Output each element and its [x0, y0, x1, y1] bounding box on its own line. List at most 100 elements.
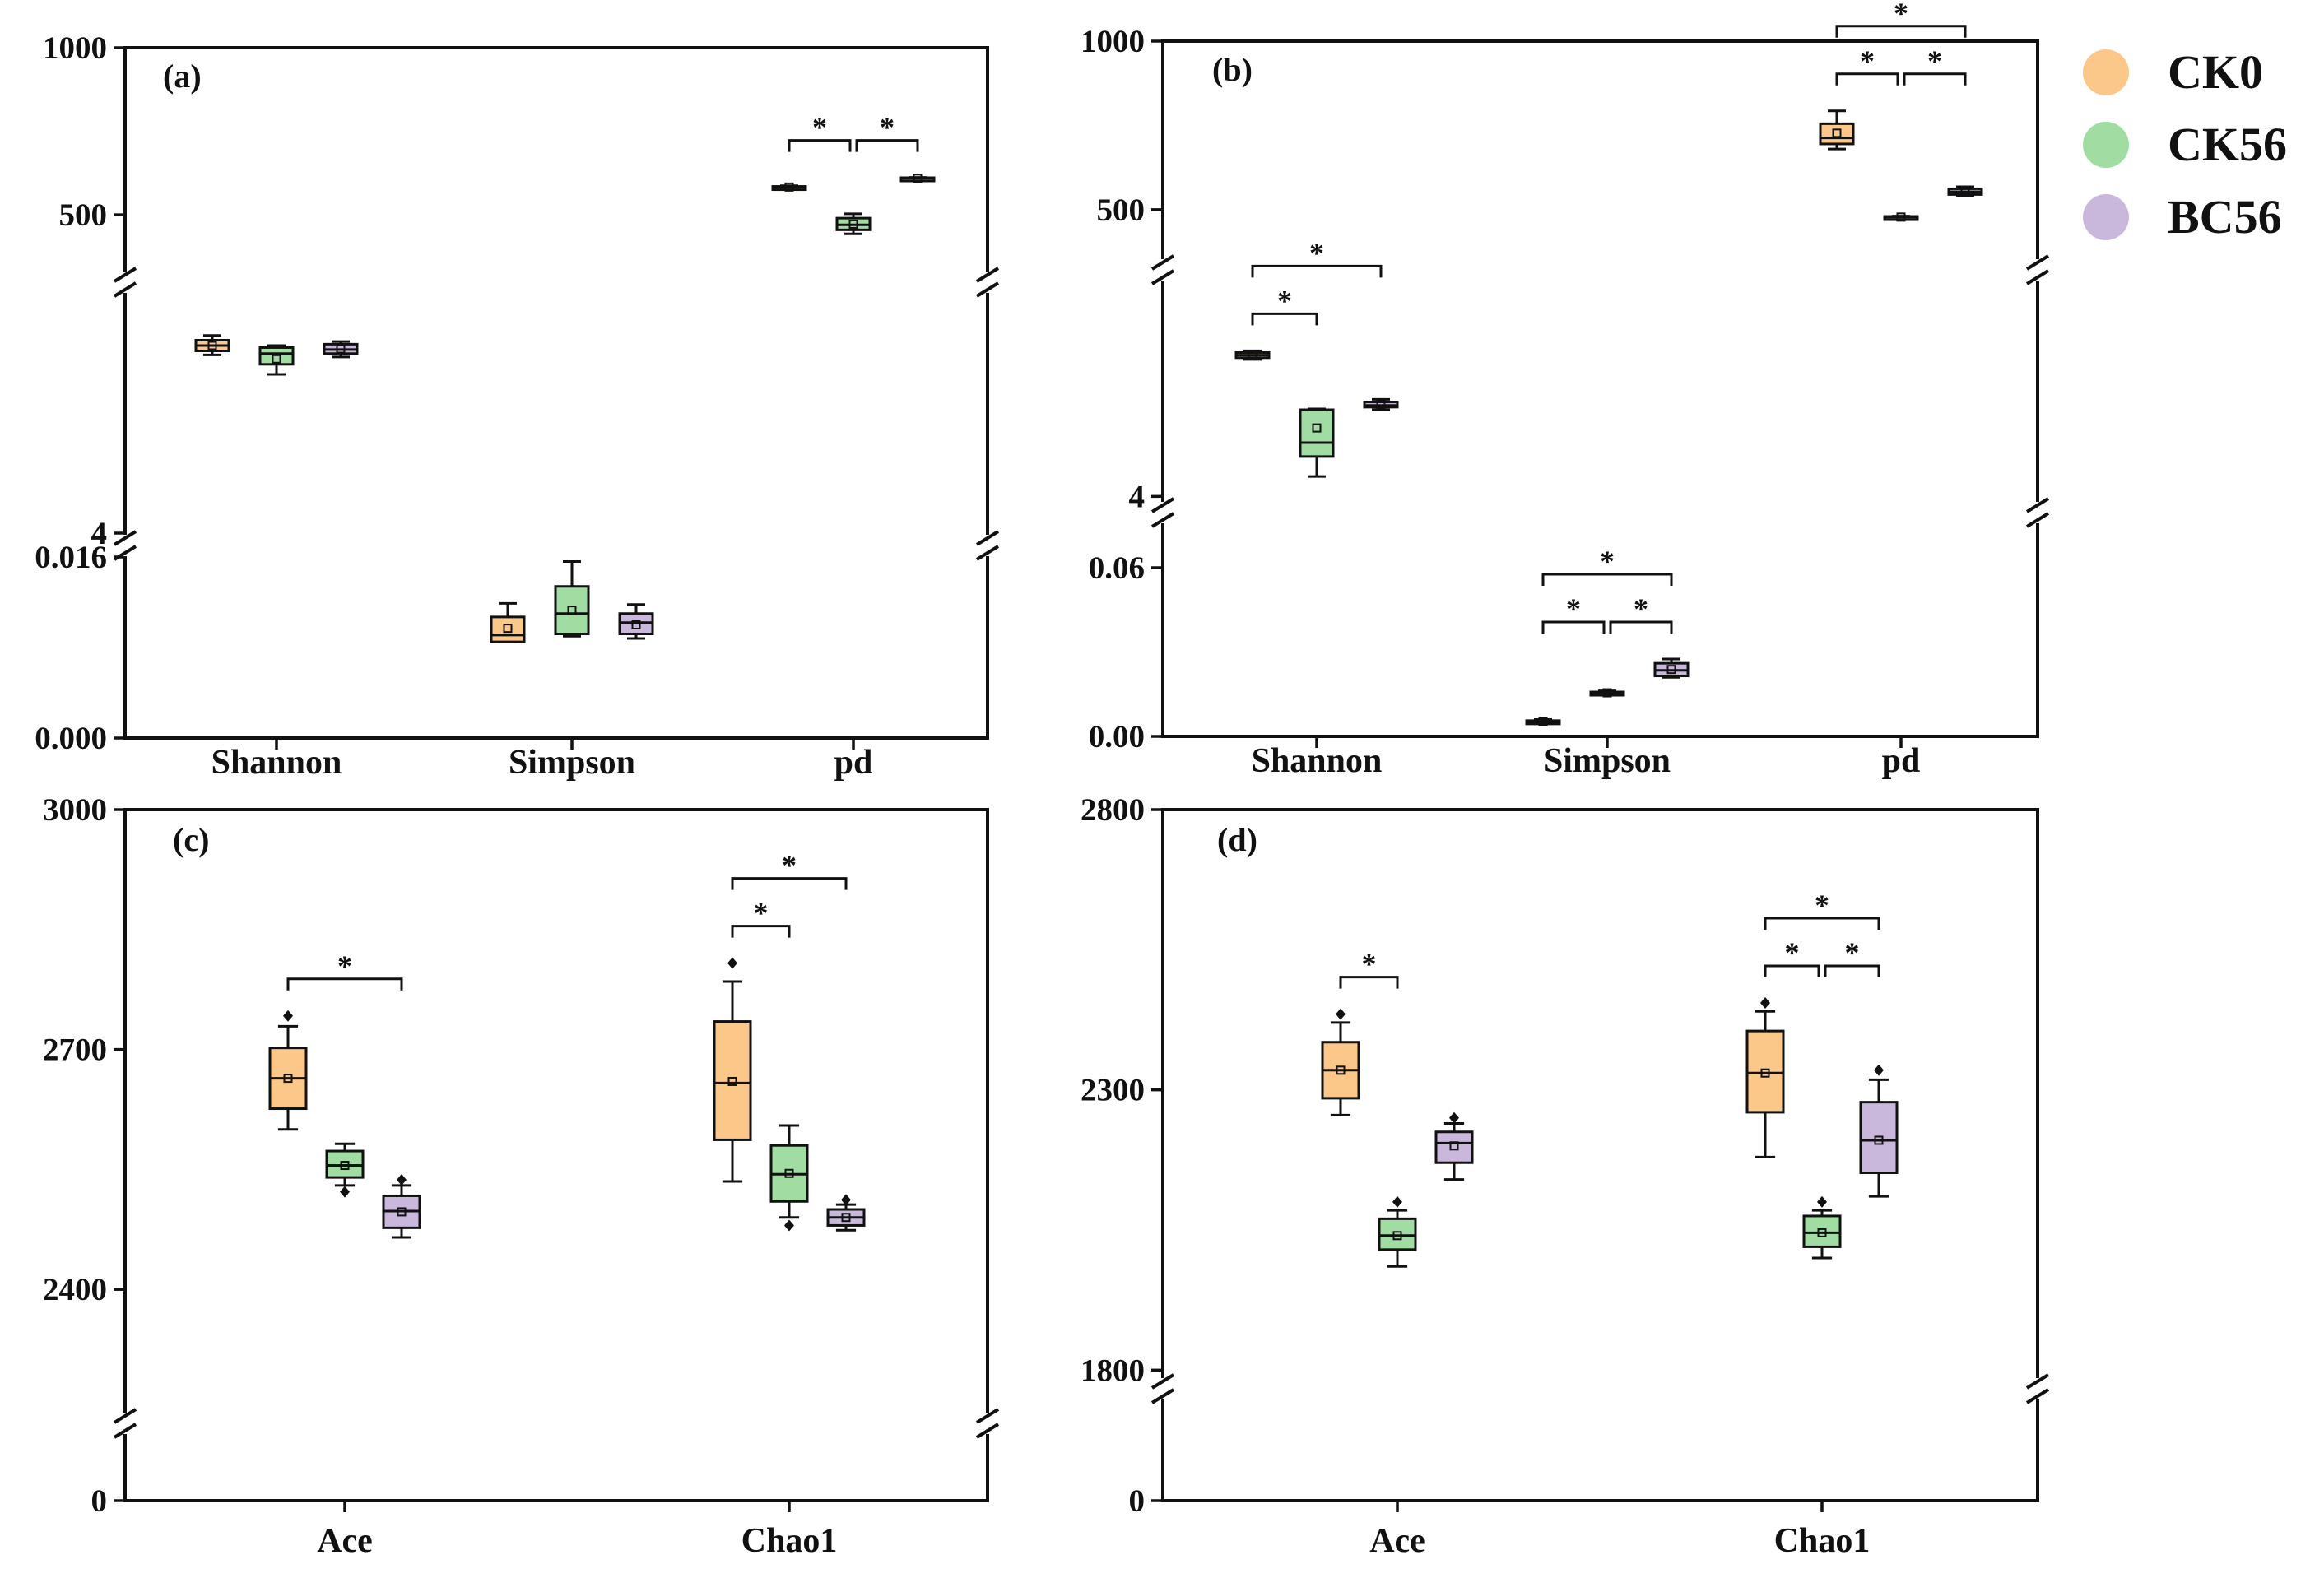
mean-marker	[1392, 1231, 1402, 1241]
axis-break	[113, 1408, 137, 1439]
mean-marker	[1312, 423, 1322, 433]
bracket-line	[1835, 72, 1899, 86]
axis-break	[2025, 1373, 2050, 1404]
outlier-point	[283, 1010, 293, 1022]
bracket-line	[855, 139, 919, 152]
bracket-line	[1541, 573, 1673, 587]
mean-marker	[1960, 187, 1970, 197]
box-ck0-shannon	[1234, 349, 1271, 361]
box-bc56-pd	[899, 174, 936, 183]
axis-break	[1150, 254, 1175, 285]
y-tick-label: 4	[1129, 479, 1146, 514]
bracket-line	[1251, 312, 1318, 326]
significance-star: *	[1566, 592, 1581, 625]
significance-star: *	[1845, 936, 1860, 969]
mean-marker	[207, 341, 217, 350]
significance-star: *	[1815, 889, 1829, 921]
box-body	[1802, 1214, 1842, 1248]
axis-break	[975, 1408, 1000, 1439]
x-tick-label: Shannon	[211, 744, 342, 782]
bracket-line	[1764, 917, 1880, 931]
panel-label: (d)	[1217, 821, 1257, 858]
plot-frame	[123, 808, 989, 1502]
mean-marker	[567, 606, 577, 615]
x-tick-label: pd	[1882, 742, 1921, 780]
legend-item-ck0: CK0	[2083, 45, 2263, 99]
y-tick-label: 0.06	[1089, 550, 1145, 586]
mean-marker	[1538, 717, 1548, 726]
mean-marker	[841, 1213, 851, 1223]
significance-bracket: *	[1251, 284, 1318, 326]
box-body	[554, 585, 590, 635]
plot-frame	[1161, 808, 2039, 1502]
box-body	[1434, 1130, 1474, 1164]
box-bc56-shannon	[1363, 397, 1399, 411]
mean-marker	[272, 354, 281, 364]
bracket-line	[788, 139, 852, 152]
box-bc56-pd	[1947, 185, 1983, 197]
outlier-point	[1874, 1064, 1884, 1076]
axis-break	[975, 530, 1000, 561]
significance-star: *	[1860, 44, 1875, 77]
significance-star: *	[1894, 0, 1908, 30]
outlier-point	[1817, 1195, 1827, 1208]
significance-bracket: *	[1609, 592, 1673, 634]
panel-b: (b) 0.00 0.06 4 500 1000 Shannon Simpson pd * * * * *…	[1081, 0, 2050, 780]
box-ck56-ace	[1378, 1195, 1417, 1268]
y-tick-label: 0	[91, 1483, 108, 1519]
legend-label: CK56	[2168, 118, 2287, 171]
significance-bracket: *	[1764, 889, 1880, 931]
box-ck0-simpson	[490, 601, 526, 643]
mean-marker	[1896, 212, 1906, 222]
legend-label: CK0	[2168, 45, 2263, 99]
significance-star: *	[880, 111, 895, 144]
axis-break	[975, 267, 1000, 298]
box-bc56-ace	[1434, 1112, 1474, 1181]
outlier-point	[784, 1219, 794, 1232]
y-tick-label: 1000	[1081, 24, 1145, 59]
box-ck56-chao1	[1802, 1195, 1842, 1260]
panel-label: (c)	[173, 821, 209, 858]
box-ck56-pd	[1883, 212, 1919, 222]
panel-label: (a)	[163, 58, 202, 95]
x-tick-label: Simpson	[1544, 742, 1671, 780]
y-tick-label: 3000	[43, 792, 107, 828]
mean-marker	[727, 1076, 737, 1086]
y-tick-label: 500	[1097, 193, 1146, 228]
outlier-point	[1449, 1112, 1459, 1124]
bracket-line	[1609, 620, 1673, 634]
box-ck0-pd	[1819, 109, 1855, 151]
bracket-line	[1339, 976, 1399, 989]
y-tick-label: 2700	[43, 1033, 107, 1068]
outlier-point	[1392, 1195, 1402, 1208]
box-ck0-chao1	[713, 957, 752, 1183]
axis-break	[2025, 497, 2050, 528]
bracket-line	[731, 877, 848, 890]
legend-item-ck56: CK56	[2083, 118, 2287, 171]
significance-bracket: *	[731, 849, 848, 890]
significance-bracket: *	[731, 897, 791, 938]
outlier-point	[1760, 997, 1770, 1010]
box-body	[713, 1020, 752, 1141]
legend-swatch	[2083, 122, 2129, 168]
bracket-line	[731, 925, 791, 938]
significance-bracket: *	[1764, 936, 1820, 978]
significance-bracket: *	[286, 949, 403, 991]
box-ck0-pd	[771, 182, 807, 192]
mean-marker	[503, 624, 513, 634]
significance-bracket: *	[788, 111, 852, 152]
axis-break	[1150, 497, 1175, 528]
legend-swatch	[2083, 49, 2129, 95]
plot-frame	[123, 46, 989, 740]
y-tick-label: 0.016	[35, 540, 107, 575]
significance-bracket: *	[1251, 236, 1383, 278]
mean-marker	[1248, 350, 1257, 360]
legend-item-bc56: BC56	[2083, 190, 2282, 244]
significance-bracket: *	[1835, 0, 1967, 38]
box-ck56-chao1	[769, 1124, 809, 1232]
outlier-point	[397, 1174, 407, 1186]
mean-marker	[913, 174, 923, 183]
bracket-line	[1903, 72, 1967, 86]
box-body	[1819, 122, 1855, 146]
significance-bracket: *	[855, 111, 919, 152]
